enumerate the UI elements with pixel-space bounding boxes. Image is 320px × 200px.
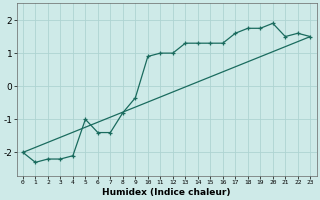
X-axis label: Humidex (Indice chaleur): Humidex (Indice chaleur) [102, 188, 231, 197]
